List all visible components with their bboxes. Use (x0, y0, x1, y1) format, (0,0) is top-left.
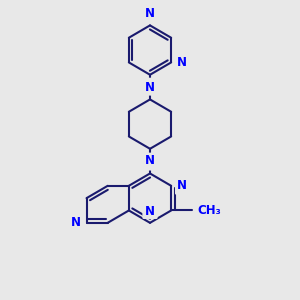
Text: N: N (144, 202, 156, 217)
Text: N: N (144, 4, 156, 20)
Text: N: N (145, 205, 155, 218)
Text: N: N (69, 215, 81, 230)
Text: N: N (145, 81, 155, 94)
Text: N: N (71, 216, 81, 229)
Text: N: N (176, 56, 186, 69)
Text: N: N (145, 154, 155, 167)
Text: N: N (145, 7, 155, 20)
Text: N: N (144, 79, 156, 94)
Text: CH₃: CH₃ (198, 203, 227, 218)
Text: CH₃: CH₃ (198, 204, 221, 217)
Text: N: N (176, 55, 189, 70)
Text: N: N (176, 179, 186, 192)
Text: N: N (144, 154, 156, 169)
Text: N: N (176, 178, 189, 193)
